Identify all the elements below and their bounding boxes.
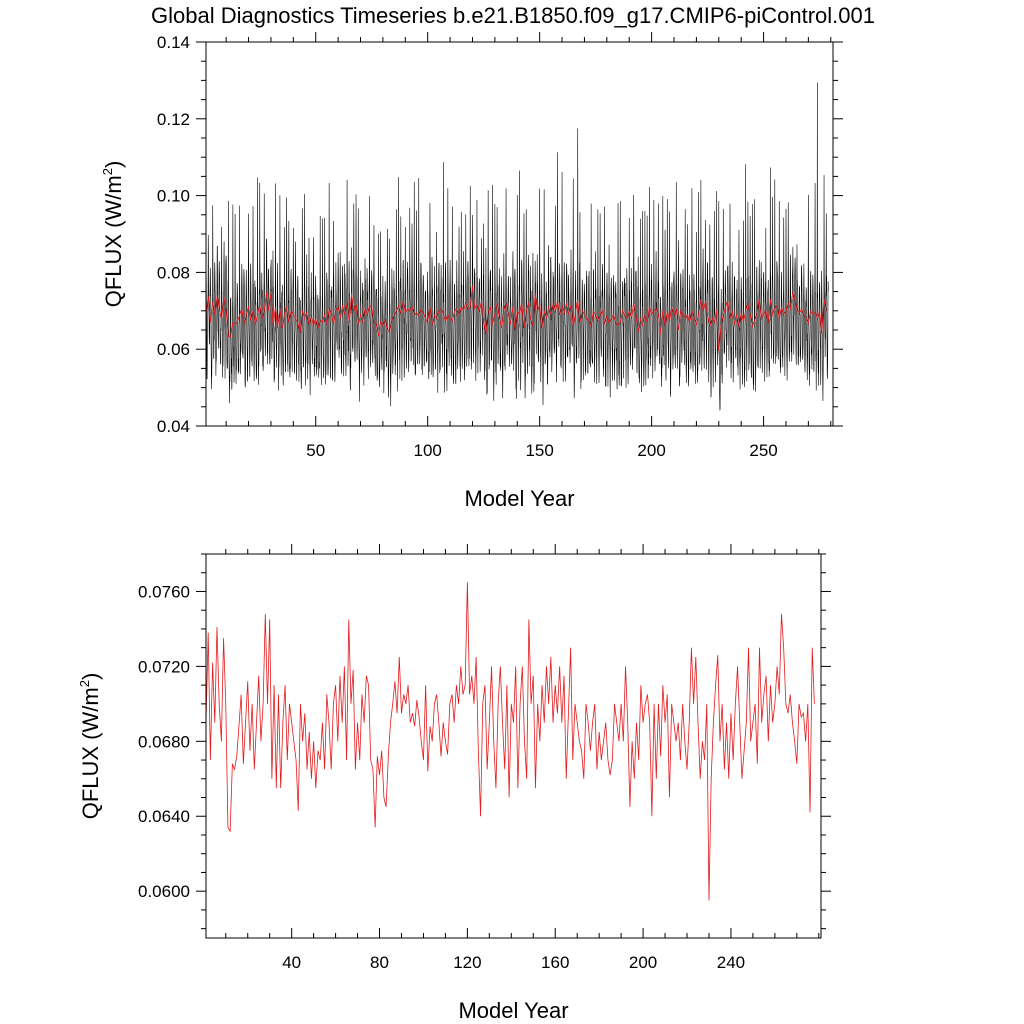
y-axis-title-top-sup: 2 [100,168,115,175]
x-tick-label: 160 [541,953,569,972]
x-tick-label: 120 [453,953,481,972]
series-top [205,82,829,411]
plot-frame-bottom [205,553,822,939]
y-axis-title-top-close: ) [101,161,126,168]
x-tick-label: 250 [749,441,777,460]
y-tick-label: 0.10 [157,187,190,206]
figure-title: Global Diagnostics Timeseries b.e21.B185… [151,3,875,28]
chart-panel-top: 50 100 150 200 250 0.04 0.06 0.08 0.10 0.12 0.14 M… [100,32,843,511]
y-axis-title-top-main: QFLUX (W/m [101,175,126,307]
x-tick-label: 50 [306,441,325,460]
chart-panel-bottom: 40 80 120 160 200 240 0.0600 0.0640 0.0680 0.0720… [77,544,831,1023]
tick-labels-top: 50 100 150 200 250 0.04 0.06 0.08 0.10 0.12 0.14 [157,33,778,460]
series-bottom [205,582,815,901]
x-tick-label: 240 [717,953,745,972]
y-tick-label: 0.0720 [138,657,190,676]
y-tick-label: 0.0600 [138,882,190,901]
x-tick-label: 80 [370,953,389,972]
series-line-monthly [205,82,829,411]
x-tick-label: 150 [525,441,553,460]
x-axis-title-bottom: Model Year [458,998,568,1023]
y-axis-title-top: QFLUX (W/m2) [100,161,126,308]
y-tick-label: 0.0760 [138,582,190,601]
y-axis-title-bottom: QFLUX (W/m2) [77,673,103,820]
ticks-bottom [196,544,831,938]
y-tick-label: 0.04 [157,417,190,436]
y-tick-label: 0.0680 [138,732,190,751]
y-tick-label: 0.06 [157,340,190,359]
y-axis-title-bottom-close: ) [78,673,103,680]
ticks-top [196,32,843,427]
x-tick-label: 200 [637,441,665,460]
series-line-annual [205,285,827,352]
x-tick-label: 40 [282,953,301,972]
x-tick-label: 100 [414,441,442,460]
y-tick-label: 0.0640 [138,807,190,826]
y-tick-label: 0.12 [157,110,190,129]
y-axis-title-bottom-sup: 2 [77,680,92,687]
y-axis-title-bottom-main: QFLUX (W/m [78,687,103,819]
x-axis-title-top: Model Year [464,486,574,511]
y-tick-label: 0.14 [157,33,190,52]
plot-frame-top [205,41,834,427]
tick-labels-bottom: 40 80 120 160 200 240 0.0600 0.0640 0.0680 0.0720… [138,582,745,972]
x-tick-label: 200 [629,953,657,972]
y-tick-label: 0.08 [157,263,190,282]
series-line-annual [205,582,815,901]
